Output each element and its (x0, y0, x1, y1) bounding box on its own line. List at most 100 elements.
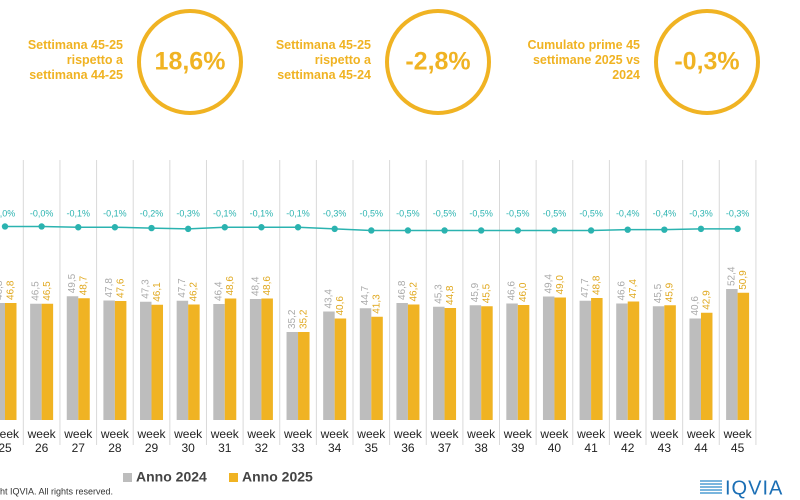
bar-value-label: 47,7 (580, 278, 591, 298)
bar-value-label: 46,5 (42, 281, 53, 301)
bar (689, 318, 701, 420)
bar-value-label: 52,4 (726, 266, 737, 286)
bar (176, 300, 189, 420)
x-tick-label: week 26 (27, 427, 56, 455)
x-tick-label: week 33 (284, 427, 313, 455)
x-tick-label: week 45 (723, 427, 752, 455)
bar (554, 297, 566, 420)
bar-value-label: 48,6 (225, 276, 236, 296)
kpi-circle (385, 9, 491, 115)
x-tick-label: week 36 (393, 427, 422, 455)
line-point (404, 227, 412, 234)
line-value-label: -0,5% (506, 208, 530, 218)
bar (151, 304, 164, 420)
line-value-label: -0,0% (30, 208, 54, 218)
bar (103, 300, 115, 420)
bar (700, 312, 713, 420)
bar (140, 301, 152, 420)
bar-value-label: 46,6 (507, 281, 518, 301)
line-point (587, 227, 595, 234)
x-tick-label: week 37 (430, 427, 459, 455)
bar-value-label: 40,6 (335, 296, 346, 316)
line-point (221, 224, 228, 231)
bar (0, 303, 5, 420)
x-tick-label: week 41 (577, 427, 606, 455)
bar-value-label: 45,3 (433, 284, 444, 304)
line-value-label: -0,2% (140, 208, 164, 218)
bar (433, 306, 445, 420)
kpi-label: Settimana 45-25 rispetto a settimana 44-… (27, 38, 123, 82)
bar-value-label: 46,1 (152, 282, 163, 302)
bar (517, 305, 530, 420)
bar-value-label: 46,8 (5, 280, 16, 300)
bar-value-label: 49,5 (67, 273, 78, 293)
bar-value-label: 47,7 (177, 278, 188, 298)
kpi-circle (654, 9, 760, 115)
x-tick-label: week 43 (650, 427, 679, 455)
bar (334, 318, 347, 420)
kpi-circle (137, 9, 243, 115)
bar-value-label: 49,0 (555, 275, 566, 295)
line-value-label: -0,1% (67, 208, 91, 218)
x-tick-label: week 35 (357, 427, 386, 455)
bar-value-label: 44,8 (445, 285, 456, 305)
bar-value-label: 47,3 (140, 279, 151, 299)
bar (298, 332, 310, 420)
bar (591, 298, 603, 420)
x-tick-label: week 29 (137, 427, 166, 455)
bar (78, 298, 90, 420)
bar (286, 332, 299, 420)
bar (616, 303, 628, 420)
bar (5, 303, 17, 420)
bar (579, 300, 592, 420)
x-tick-label: week 38 (467, 427, 496, 455)
bar (542, 296, 555, 420)
line-point (184, 225, 192, 233)
bar-value-label: 49,4 (543, 274, 554, 294)
x-tick-label: week 30 (174, 427, 203, 455)
bar-value-label: 48,4 (250, 276, 261, 296)
logo: IQVIA (725, 477, 783, 499)
bar-value-label: 46,6 (617, 281, 628, 301)
legend-swatch (229, 473, 238, 482)
line-point (697, 225, 705, 233)
bar-value-label: 44,7 (360, 285, 371, 305)
line-value-label: -0,3% (323, 208, 347, 218)
line-point (75, 224, 82, 231)
line-point (514, 227, 522, 234)
bar-value-label: 43,4 (324, 289, 335, 309)
bar (664, 305, 676, 420)
x-tick-label: week 28 (100, 427, 129, 455)
line-point (551, 227, 558, 234)
bar-value-label: 41,3 (372, 294, 383, 314)
x-tick-label: week 39 (503, 427, 532, 455)
line-point (148, 224, 155, 232)
line-point (734, 225, 741, 233)
bar (627, 301, 640, 420)
bar-value-label: 35,2 (298, 309, 309, 329)
line-value-label: -0,3% (689, 208, 713, 218)
bar-value-label: 47,4 (628, 279, 639, 299)
line-value-label: -0,5% (543, 208, 567, 218)
x-tick-label: week 34 (320, 427, 349, 455)
line-point (624, 226, 631, 233)
line-value-label: -0,5% (579, 208, 603, 218)
bar (114, 301, 127, 420)
bar (481, 306, 493, 420)
line-point (368, 227, 375, 234)
copyright: ht IQVIA. All rights reserved. (0, 486, 113, 496)
x-tick-label: week 27 (64, 427, 93, 455)
line-value-label: -0,1% (286, 208, 310, 218)
line-value-label: -0,4% (653, 208, 677, 218)
bar (30, 303, 42, 420)
kpi-label: Cumulato prime 45 settimane 2025 vs 2024 (527, 38, 640, 82)
line-point (258, 224, 265, 231)
bar (224, 298, 237, 420)
bar-value-label: 46,2 (189, 282, 200, 302)
x-tick-label: week 32 (247, 427, 276, 455)
line-point (441, 227, 448, 234)
x-tick-label: week 44 (686, 427, 715, 455)
line-value-label: -0,5% (433, 208, 457, 218)
line-point (331, 225, 338, 233)
